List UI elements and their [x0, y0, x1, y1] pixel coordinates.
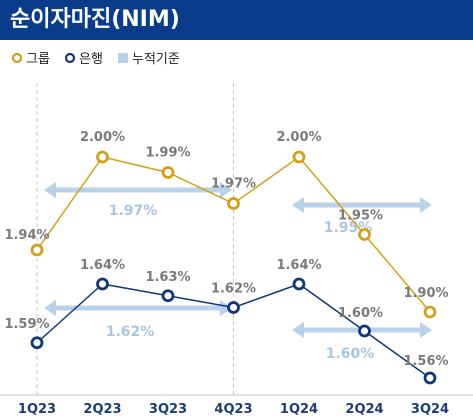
data-point-0-2	[161, 166, 175, 179]
data-point-0-6	[423, 305, 437, 319]
data-point-0-3	[227, 197, 240, 210]
data-label-1-0: 1.59%	[4, 317, 49, 332]
data-label-0-0: 1.94%	[4, 228, 49, 243]
x-tick-label-3: 4Q23	[214, 402, 252, 417]
plot-area: 1.97% 1.95% 1.62% 1.60% 1.94% 2.00% 1.99% 1.97%…	[0, 83, 473, 417]
data-point-1-2	[161, 289, 175, 303]
average-arrow-3-head-left	[292, 322, 304, 338]
legend-marker-2	[118, 53, 128, 63]
x-tick-label-4: 1Q24	[280, 402, 318, 417]
average-arrow-2	[44, 300, 232, 316]
legend-label-0: 그룹	[26, 52, 50, 67]
data-label-1-6: 1.56%	[403, 354, 448, 369]
average-label-3: 1.60%	[326, 346, 375, 362]
data-label-1-5: 1.60%	[338, 306, 383, 321]
average-arrow-0-head-left	[44, 182, 56, 198]
data-point-1-3	[227, 301, 240, 314]
average-arrow-0	[44, 182, 232, 198]
x-tick-label-2: 3Q23	[149, 402, 187, 417]
x-tick-label-1: 2Q23	[83, 402, 121, 417]
data-point-1-5	[358, 324, 371, 338]
data-point-1-1	[96, 277, 109, 291]
data-label-0-1: 2.00%	[80, 130, 125, 145]
average-arrow-0-head-right	[220, 182, 232, 198]
average-arrow-1-head-left	[292, 197, 304, 213]
data-label-1-2: 1.63%	[145, 270, 190, 285]
data-point-1-4	[292, 277, 306, 291]
average-arrow-2-head-right	[220, 300, 232, 316]
title-bar: 순이자마진(NIM)	[0, 0, 473, 40]
data-point-0-0	[30, 243, 44, 257]
average-arrow-1-head-right	[420, 197, 432, 213]
legend-label-1: 은행	[79, 51, 103, 67]
data-point-0-5	[358, 228, 371, 241]
data-point-0-1	[96, 150, 109, 164]
data-label-0-5: 1.95%	[338, 209, 383, 224]
data-label-1-3: 1.62%	[211, 282, 256, 297]
average-label-0: 1.97%	[109, 203, 158, 219]
data-label-0-4: 2.00%	[276, 130, 321, 145]
x-tick-label-6: 3Q24	[411, 402, 449, 417]
average-arrow-2-head-left	[44, 300, 56, 316]
data-point-0-4	[292, 150, 306, 164]
average-label-2: 1.62%	[106, 324, 155, 340]
average-arrow-3-head-right	[420, 322, 432, 338]
x-tick-label-0: 1Q23	[18, 402, 56, 417]
data-label-0-6: 1.90%	[403, 286, 448, 301]
data-label-0-3: 1.97%	[211, 177, 256, 192]
legend-marker-0	[11, 52, 23, 64]
chart-title: 순이자마진(NIM)	[10, 7, 180, 32]
x-tick-label-5: 2Q24	[345, 402, 383, 417]
legend-marker-1	[64, 52, 76, 64]
data-label-1-1: 1.64%	[80, 258, 125, 273]
data-label-1-4: 1.64%	[276, 258, 321, 273]
legend: 그룹 은행 누적기준	[11, 51, 180, 67]
legend-label-2: 누적기준	[132, 52, 180, 67]
average-arrow-1	[292, 197, 432, 213]
data-label-0-2: 1.99%	[145, 146, 190, 161]
data-point-1-6	[423, 371, 437, 385]
data-point-1-0	[30, 336, 44, 350]
